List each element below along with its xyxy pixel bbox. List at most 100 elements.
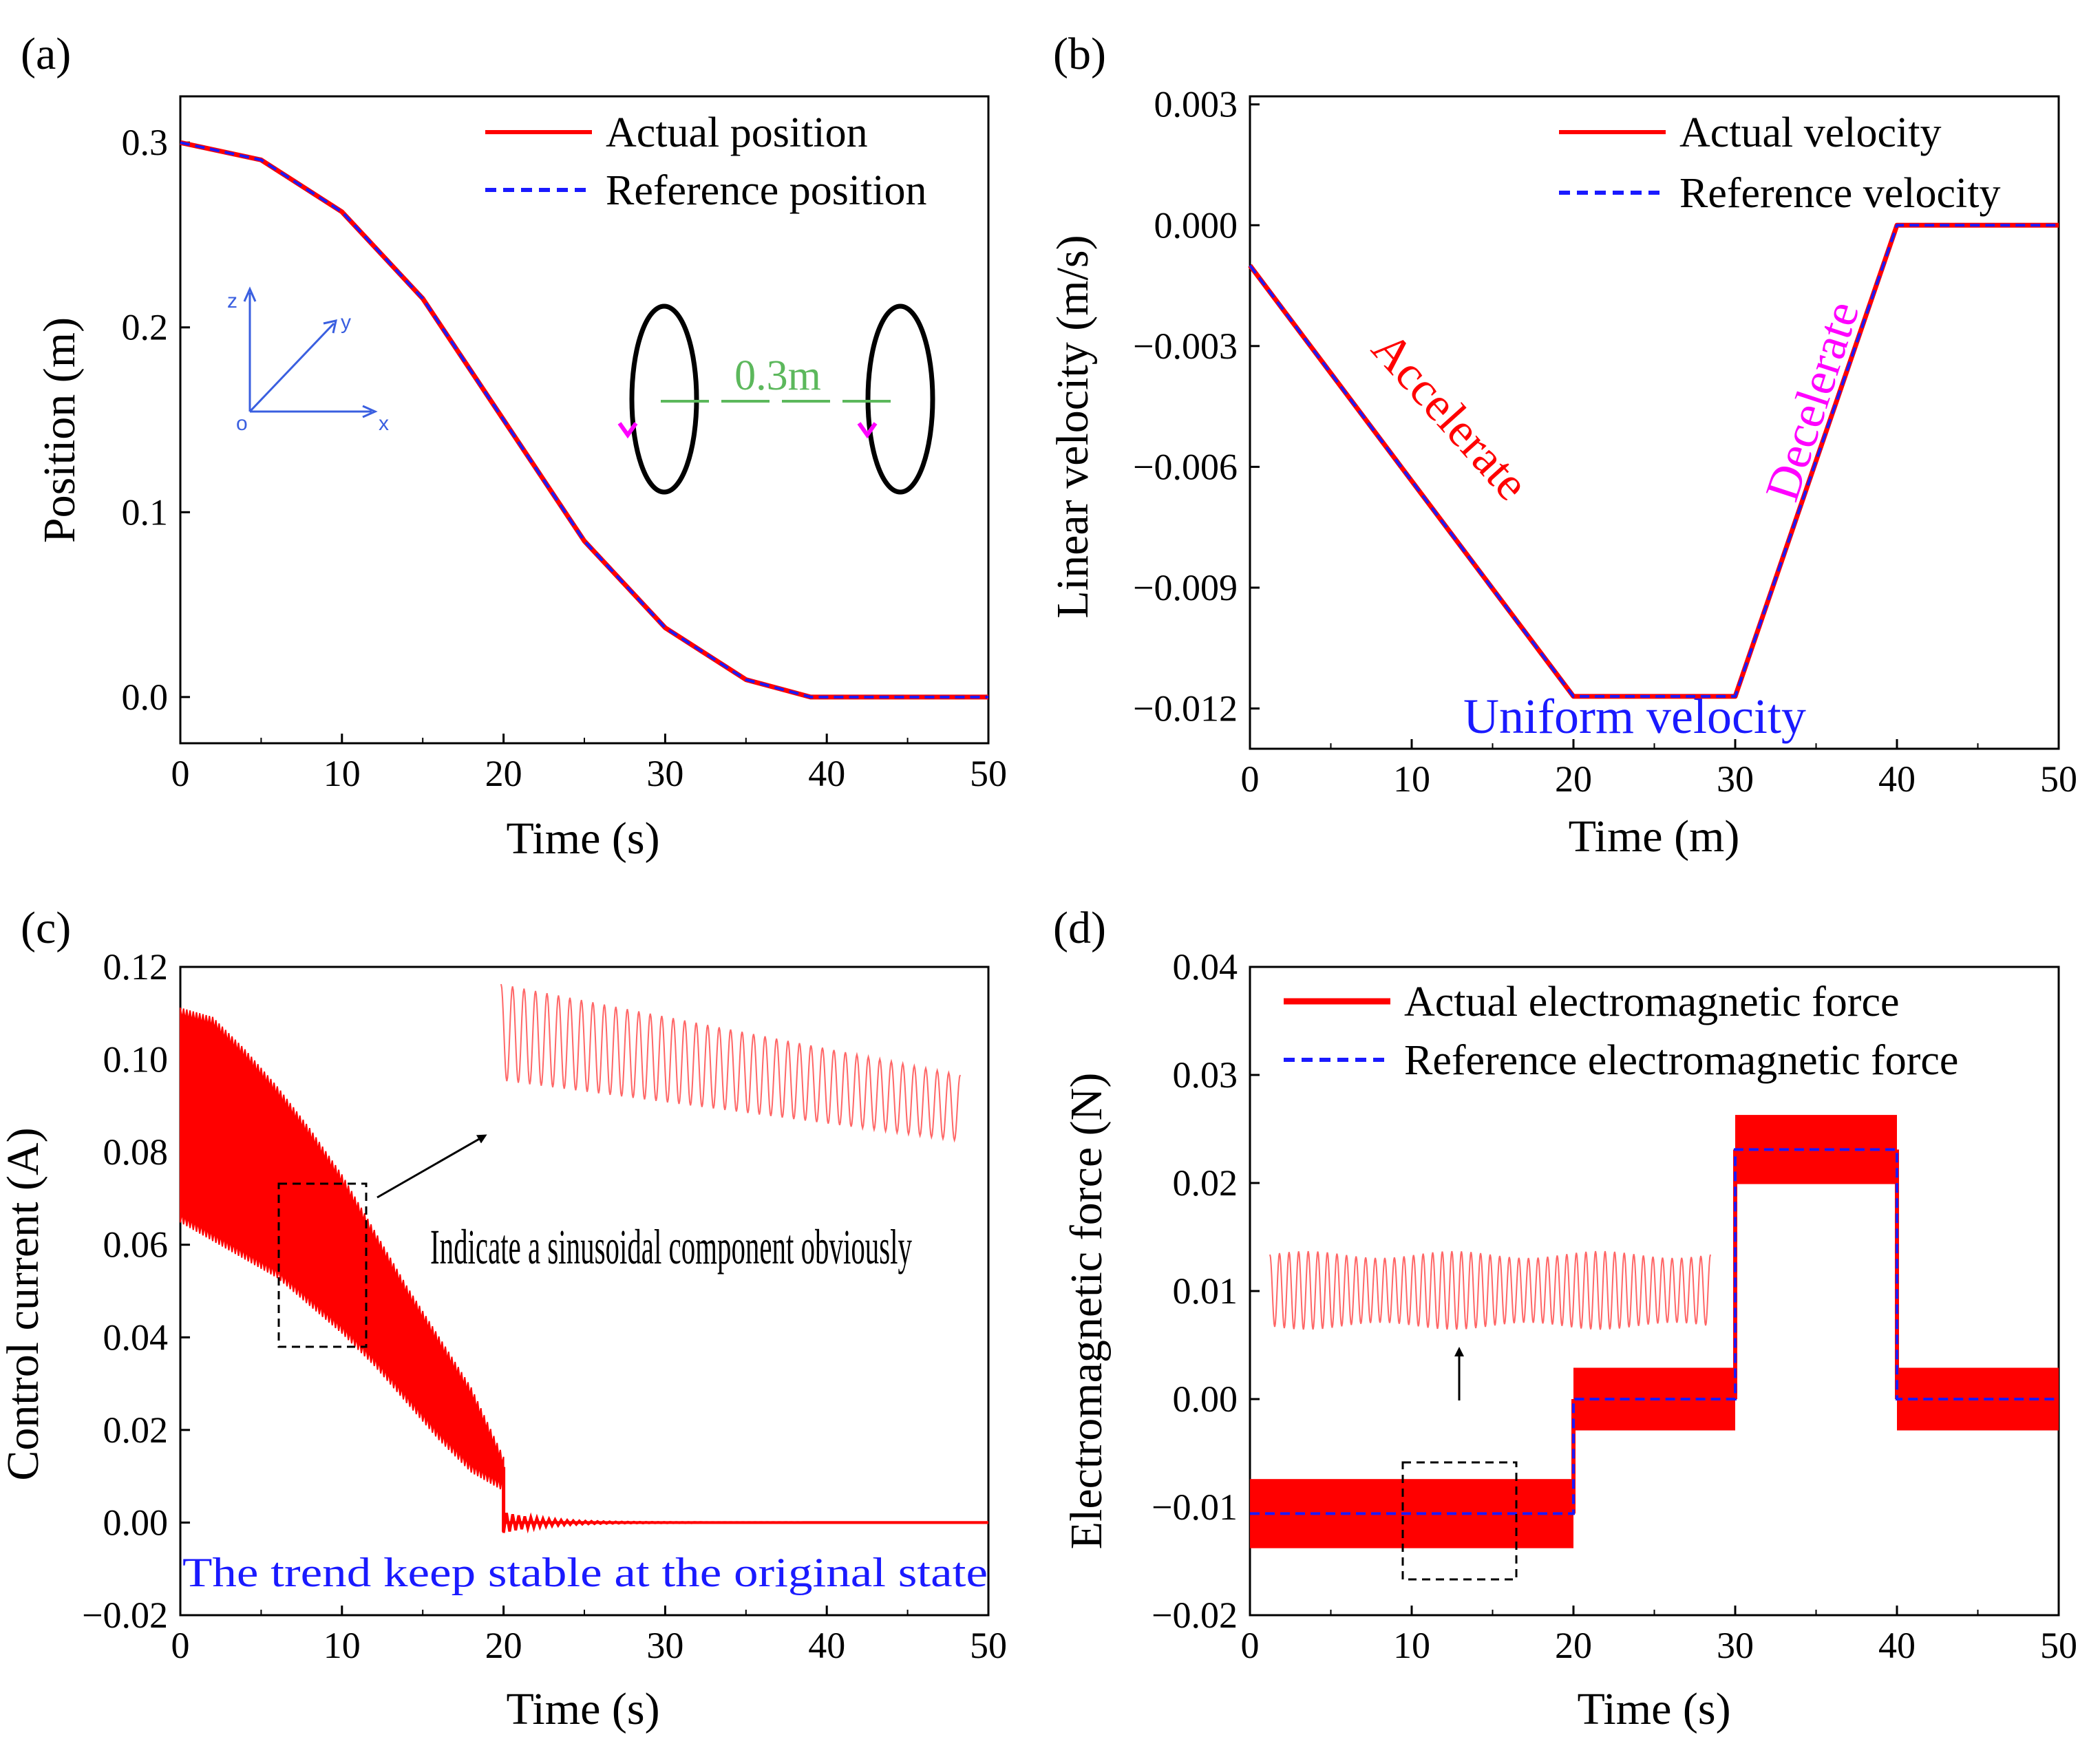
legend-label-reference-position: Reference position	[606, 167, 927, 214]
y-tick-label: −0.012	[1133, 688, 1238, 729]
right-direction-marker-icon	[857, 422, 878, 439]
zoom-region-box	[277, 1182, 368, 1348]
panel-c: (c) 0 10 20 30 40 500.120.100.080.060.040.020…	[0, 903, 1007, 1734]
x-tick-label: 40	[808, 753, 845, 794]
inset-sinusoid-line	[500, 983, 961, 1143]
panel-c-xlabel: Time (s)	[506, 1684, 659, 1734]
y-tick-label: 0.08	[103, 1131, 169, 1173]
panel-a-xlabel: Time (s)	[506, 813, 659, 864]
y-tick-label: 0.1	[122, 491, 169, 533]
panel-d: (d) 0 10 20 30 40 50 0.04 0.03 0.02 0.01 0.00 −0.01…	[1053, 903, 2077, 1734]
legend-label-actual-position: Actual position	[606, 109, 868, 156]
x-tick-label: 50	[970, 753, 1007, 794]
zoom-region-box-d	[1401, 1461, 1518, 1581]
y-tick-label: 0.02	[1173, 1162, 1238, 1204]
x-tick-label: 50	[2040, 758, 2077, 800]
y-tick-label: −0.009	[1133, 567, 1238, 608]
series-line-actual	[1248, 222, 2059, 699]
y-tick-label: −0.02	[1152, 1595, 1238, 1636]
y-tick-label: 0.003	[1154, 84, 1238, 125]
x-tick-label: 0	[171, 1625, 190, 1666]
x-tick-label: 10	[1393, 758, 1430, 800]
panel-d-axes: 0 10 20 30 40 50 0.04 0.03 0.02 0.01 0.00 −0.01 −0.0…	[1152, 946, 2077, 1666]
y-tick-label: 0.2	[122, 307, 169, 348]
y-tick-label: 0.01	[1173, 1270, 1238, 1312]
x-tick-label: 30	[646, 753, 683, 794]
annotation-decelerate: Decelerate	[1756, 295, 1870, 507]
panel-d-legend: Actual electromagnetic force Reference e…	[1284, 979, 1958, 1084]
y-tick-label: 0.3	[122, 122, 169, 163]
x-tick-label: 30	[646, 1625, 683, 1666]
sinusoid-inset	[500, 983, 961, 1143]
panel-b-ylabel: Linear velocity (m/s)	[1048, 235, 1098, 618]
x-tick-label: 40	[1878, 1625, 1916, 1666]
distance-label: 0.3m	[734, 352, 821, 399]
legend-label-actual-force: Actual electromagnetic force	[1404, 979, 1899, 1025]
panel-a-axes: 0 10 20 30 40 50 0.0 0.1 0.2 0.3	[122, 95, 1007, 794]
panel-d-xlabel: Time (s)	[1577, 1684, 1730, 1734]
panel-a-ylabel: Position (m)	[34, 317, 85, 543]
panel-c-axes: 0 10 20 30 40 50 0.12 0.10 0.08 0.06 0.04 0.02 0.00 −…	[82, 946, 1007, 1666]
panel-a-label: (a)	[21, 29, 71, 79]
legend-label-actual-velocity: Actual velocity	[1679, 109, 1941, 156]
panel-b-xlabel: Time (m)	[1569, 811, 1740, 862]
panel-a: (a) 0 10 20 30 40 50 0.0 0.1 0.2 0.3 Time (s) Pos…	[21, 29, 1007, 864]
x-tick-label: 30	[1717, 758, 1754, 800]
y-tick-label: 0.03	[1173, 1054, 1238, 1096]
annotation-accelerate: Accelerate	[1361, 322, 1538, 511]
force-sinusoid-inset	[1269, 1250, 1711, 1330]
y-tick-label: 0.000	[1154, 204, 1238, 246]
y-tick-label: 0.04	[103, 1317, 169, 1358]
panel-b-legend: Actual velocity Reference velocity	[1559, 109, 2000, 217]
x-tick-label: 10	[324, 1625, 361, 1666]
x-tick-label: 40	[808, 1625, 845, 1666]
left-direction-marker-icon	[617, 422, 638, 439]
panel-b: (b) 0 10 20 30 40 50 0.003 0.000 −0.003 −0.006 −0.…	[1048, 29, 2077, 862]
coordinate-axes-icon	[243, 286, 378, 418]
panel-b-axes: 0 10 20 30 40 50 0.003 0.000 −0.003 −0.006 −0.009 −…	[1133, 84, 2077, 800]
panel-a-legend: Actual position Reference position	[485, 109, 927, 214]
annotation-uniform-velocity: Uniform velocity	[1463, 689, 1806, 744]
annotation-stable-state: The trend keep stable at the original st…	[182, 1550, 988, 1595]
panel-d-label: (d)	[1053, 903, 1106, 953]
y-tick-label: −0.01	[1152, 1486, 1238, 1528]
x-tick-label: 0	[1241, 758, 1260, 800]
y-tick-label: −0.006	[1133, 446, 1238, 487]
y-tick-label: 0.04	[1173, 946, 1238, 988]
axis-icon-o-label: o	[236, 412, 248, 435]
x-tick-label: 20	[485, 1625, 522, 1666]
y-tick-label: 0.0	[122, 676, 169, 718]
x-tick-label: 10	[324, 753, 361, 794]
inset-force-sinusoid-line	[1269, 1250, 1711, 1330]
axis-icon-y-label: y	[341, 311, 351, 334]
x-tick-label: 10	[1393, 1625, 1430, 1666]
y-tick-label: 0.12	[103, 946, 169, 988]
y-tick-label: 0.06	[103, 1224, 169, 1266]
x-tick-label: 50	[970, 1625, 1007, 1666]
x-tick-label: 50	[2040, 1625, 2077, 1666]
x-tick-label: 0	[1241, 1625, 1260, 1666]
panel-b-label: (b)	[1053, 29, 1106, 79]
x-tick-label: 40	[1878, 758, 1916, 800]
y-tick-label: −0.02	[82, 1595, 168, 1636]
panel-a-series	[180, 140, 988, 700]
x-tick-label: 20	[1555, 1625, 1592, 1666]
legend-label-reference-force: Reference electromagnetic force	[1404, 1037, 1958, 1084]
axis-icon-z-label: z	[227, 290, 237, 312]
panel-d-series	[1250, 1115, 2059, 1548]
zoom-arrow	[376, 1134, 487, 1199]
panel-c-ylabel: Control current (A)	[0, 1127, 48, 1480]
y-tick-label: 0.00	[103, 1502, 169, 1543]
x-tick-label: 20	[1555, 758, 1592, 800]
series-line-reference-force	[1250, 1148, 2059, 1515]
axis-icon-x-label: x	[379, 412, 389, 435]
y-tick-label: 0.02	[103, 1409, 169, 1451]
y-tick-label: 0.00	[1173, 1378, 1238, 1420]
panel-b-series	[1248, 222, 2059, 699]
x-tick-label: 30	[1717, 1625, 1754, 1666]
panel-d-ylabel: Electromagnetic force (N)	[1061, 1073, 1112, 1550]
y-tick-label: 0.10	[103, 1039, 169, 1080]
series-line-reference	[1249, 224, 2059, 698]
left-coil-shape	[629, 303, 699, 495]
